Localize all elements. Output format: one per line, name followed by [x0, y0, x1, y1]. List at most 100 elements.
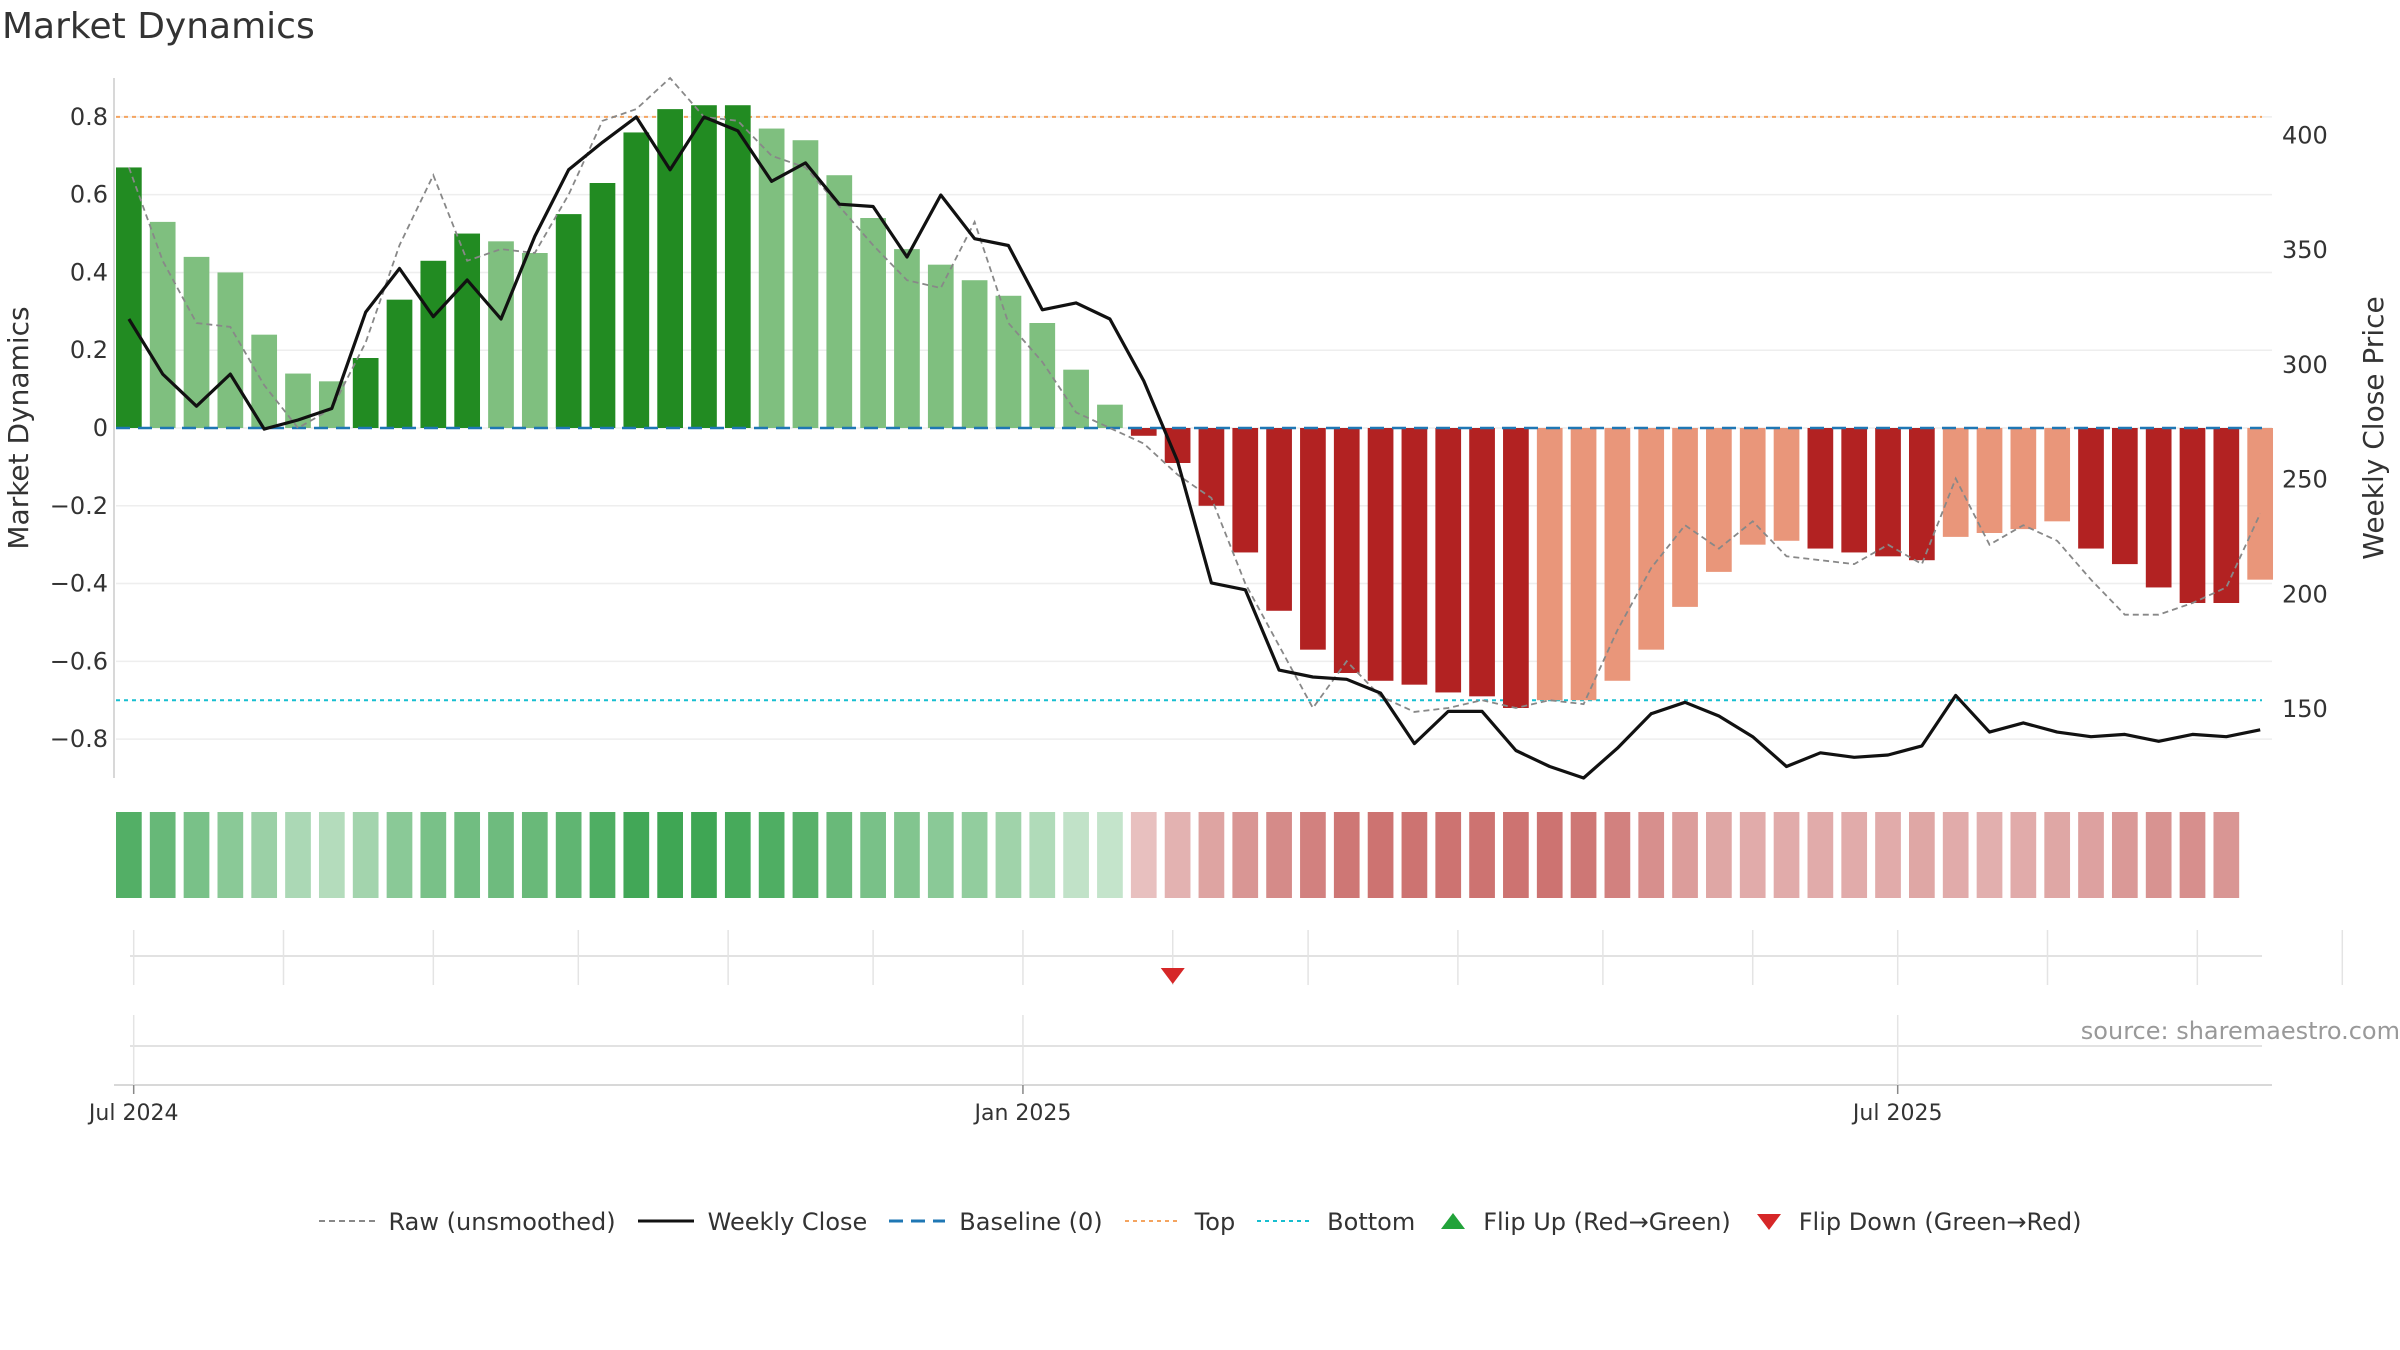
momentum-bar	[1469, 428, 1495, 697]
strength-cell	[555, 812, 582, 898]
momentum-bar	[691, 105, 717, 428]
weekly-close-line	[127, 115, 2261, 780]
momentum-bar	[521, 253, 548, 428]
strength-cell	[1367, 812, 1394, 898]
strength-cell	[1198, 812, 1225, 898]
strength-cell	[2145, 812, 2172, 898]
legend-label: Flip Down (Green→Red)	[1798, 1208, 2082, 1236]
momentum-bar	[1063, 369, 1089, 428]
strength-cell	[1976, 812, 2003, 898]
flip-down-marker	[1160, 968, 1185, 984]
strength-cell	[1164, 812, 1191, 898]
strength-cell	[1266, 812, 1292, 898]
momentum-bar	[1029, 323, 1056, 428]
momentum-bar	[488, 241, 514, 428]
strength-cell	[2179, 812, 2206, 898]
strength-cell	[1942, 812, 1969, 898]
momentum-bar	[961, 280, 988, 428]
strength-cell	[2213, 812, 2240, 898]
momentum-bar	[1333, 428, 1360, 673]
momentum-bar	[386, 299, 413, 428]
momentum-bar	[894, 249, 920, 428]
legend-label: Top	[1194, 1208, 1236, 1236]
strength-cell	[1672, 812, 1698, 898]
momentum-bar	[2247, 428, 2274, 580]
y-tick-label: 0	[93, 414, 108, 442]
strength-cell	[1333, 812, 1360, 898]
y-axis-title: Market Dynamics	[2, 306, 35, 549]
y2-tick-label: 300	[2282, 351, 2328, 379]
strength-cell	[995, 812, 1022, 898]
strength-cell	[149, 812, 176, 898]
strength-cell	[488, 812, 514, 898]
momentum-bar	[758, 128, 785, 429]
strength-cell	[1638, 812, 1665, 898]
legend-line-icon	[318, 1211, 375, 1233]
legend-line-icon	[1257, 1211, 1314, 1233]
momentum-bar	[1604, 428, 1631, 681]
strength-cell	[1841, 812, 1868, 898]
x-tick-label: Jan 2025	[972, 1101, 1071, 1126]
momentum-bar	[1503, 428, 1529, 708]
strength-cell	[318, 812, 345, 898]
momentum-bar	[183, 256, 210, 428]
strength-cell	[826, 812, 853, 898]
legend-line-icon	[637, 1211, 694, 1233]
momentum-bar	[352, 358, 379, 428]
legend-item: Raw (unsmoothed)	[318, 1208, 616, 1236]
x-tick-label: Jul 2025	[1851, 1101, 1943, 1126]
strength-cell	[1773, 812, 1800, 898]
y2-tick-label: 200	[2282, 580, 2328, 608]
momentum-bar	[1435, 428, 1462, 693]
momentum-bar	[217, 272, 244, 428]
legend-label: Flip Up (Red→Green)	[1483, 1208, 1731, 1236]
strength-cell	[1909, 812, 1935, 898]
momentum-bar	[2010, 428, 2037, 530]
momentum-bar	[1536, 428, 1563, 701]
momentum-bar	[1300, 428, 1326, 650]
raw-unsmoothed-line	[128, 76, 2262, 713]
strength-cell	[1570, 812, 1597, 898]
strength-cell	[2010, 812, 2037, 898]
strength-cell	[961, 812, 988, 898]
y-tick-label: 0.2	[70, 336, 108, 364]
strength-cell	[1300, 812, 1326, 898]
momentum-bar	[589, 183, 616, 428]
strength-cell	[1604, 812, 1631, 898]
y2-tick-label: 350	[2282, 236, 2328, 264]
strength-cell	[1706, 812, 1732, 898]
strength-cell	[2111, 812, 2138, 898]
momentum-bar	[1976, 428, 2003, 533]
strength-cell	[2078, 812, 2104, 898]
legend-line-icon	[889, 1211, 946, 1233]
momentum-bar	[1232, 428, 1259, 553]
strength-cell	[657, 812, 683, 898]
y-tick-label: 0.4	[70, 258, 108, 286]
momentum-bar	[2213, 428, 2240, 603]
momentum-bar	[1706, 428, 1732, 572]
momentum-bar	[2179, 428, 2206, 603]
legend-label: Raw (unsmoothed)	[388, 1208, 616, 1236]
strength-cell	[860, 812, 886, 898]
momentum-bar	[2044, 428, 2071, 522]
legend-item: Weekly Close	[637, 1208, 867, 1236]
triangle-down-icon	[1753, 1211, 1785, 1233]
strength-cell	[894, 812, 920, 898]
momentum-bar	[2111, 428, 2138, 565]
momentum-bar	[1367, 428, 1394, 681]
momentum-bar	[2078, 428, 2104, 549]
y2-axis-title: Weekly Close Price	[2357, 296, 2390, 559]
strength-cell	[1435, 812, 1462, 898]
momentum-bar	[1198, 428, 1225, 506]
y-tick-label: −0.6	[50, 647, 108, 675]
strength-cell	[927, 812, 954, 898]
momentum-bar	[724, 105, 751, 428]
momentum-bar	[116, 167, 142, 428]
momentum-bar	[1401, 428, 1428, 685]
strength-cell	[589, 812, 616, 898]
strength-cell	[352, 812, 379, 898]
momentum-bar	[1130, 428, 1157, 436]
momentum-bar	[927, 264, 954, 428]
momentum-bar	[826, 175, 853, 428]
